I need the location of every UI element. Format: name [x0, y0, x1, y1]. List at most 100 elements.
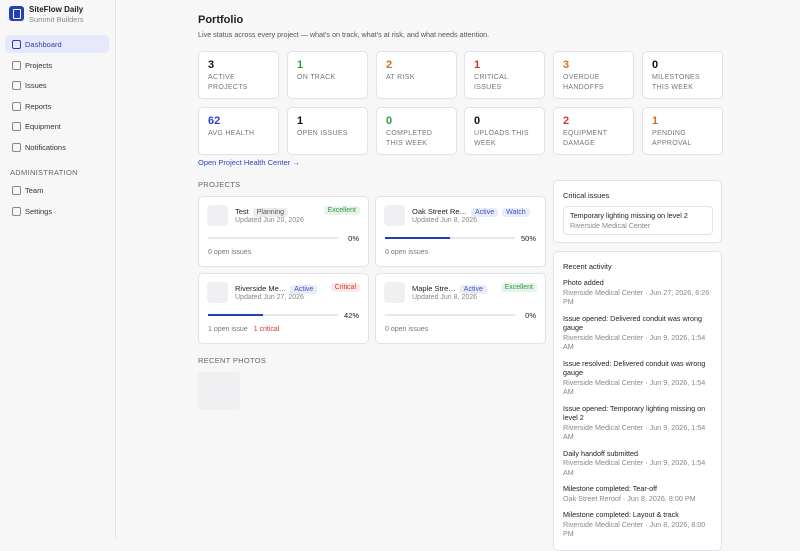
stat-card: 0 COMPLETED THIS WEEK — [376, 107, 457, 155]
project-name: Test — [235, 207, 249, 216]
critical-issue[interactable]: Temporary lighting missing on level 2 Riv… — [563, 206, 713, 235]
stat-card: 1 ON TRACK — [287, 51, 368, 99]
activity-meta: Riverside Medical Center · Jun 27, 2026,… — [563, 287, 710, 307]
activity-title: Photo added — [563, 278, 604, 287]
stat-label: ACTIVE PROJECTS — [208, 74, 248, 91]
stat-label: COMPLETED THIS WEEK — [386, 130, 433, 147]
section-heading: RECENT PHOTOS — [198, 356, 267, 365]
stat-value: 1 — [297, 115, 304, 127]
stat-card: 3 ACTIVE PROJECTS — [198, 51, 279, 99]
issue-count: 0 open issues — [208, 249, 251, 256]
stat-value: 2 — [563, 115, 570, 127]
health-link[interactable]: Open Project Health Center → — [198, 158, 300, 167]
photo-thumb[interactable] — [198, 372, 240, 410]
nav-item[interactable]: Settings — [5, 202, 109, 220]
stat-label: MILESTONES THIS WEEK — [652, 74, 700, 91]
open-issues: 0 open issues — [385, 249, 429, 256]
stat-card: 0 UPLOADS THIS WEEK — [464, 107, 545, 155]
card-title: Critical issues — [563, 191, 610, 200]
stat-card: 3 OVERDUE HANDOFFS — [553, 51, 634, 99]
project-name: Maple Stre… — [412, 284, 456, 293]
nav-item[interactable]: Issues — [5, 76, 109, 94]
critical-issues-card: Critical issues Temporary lighting missi… — [553, 180, 722, 243]
issue-count: 1 open issue 1 critical — [208, 326, 279, 333]
activity-meta: Riverside Medical Center · Jun 8, 2026, … — [563, 519, 706, 539]
activity-meta: Riverside Medical Center · Jun 9, 2026, … — [563, 377, 706, 397]
nav-item[interactable]: Projects — [5, 56, 109, 74]
activity-meta: Riverside Medical Center · Jun 9, 2026, … — [563, 332, 706, 352]
activity-title: Issue resolved: Delivered conduit was wr… — [563, 358, 706, 378]
page: SiteFlow Daily {"sidebar":{"app_name":"S… — [0, 0, 723, 551]
stat-card: 2 AT RISK — [376, 51, 457, 99]
stat-value: 3 — [208, 59, 215, 71]
progress-label: 0% — [525, 311, 536, 320]
activity-item: Milestone completed: Layout & track River… — [563, 510, 713, 539]
progress-label: 50% — [520, 234, 536, 243]
stat-value: 3 — [563, 59, 570, 71]
project-card[interactable]: Maple Stre… Active Excellent Updated Jun 8,… — [375, 273, 546, 344]
nav-item[interactable]: Notifications — [5, 138, 109, 156]
updated-date: Updated Jun 8, 2026 — [412, 294, 477, 301]
project-name-row: Oak Street Re… Active Watch — [412, 207, 530, 217]
page-body: SiteFlow Daily Summit Builders ADMINISTR… — [0, 0, 723, 551]
issue-title: Temporary lighting missing on level 2 — [570, 211, 688, 220]
activity-meta: Riverside Medical Center · Jun 9, 2026, … — [563, 422, 706, 442]
status-badge: Watch — [502, 208, 530, 217]
stat-value: 1 — [474, 59, 481, 71]
progress-fill — [208, 314, 263, 316]
logo — [9, 6, 24, 21]
activity-title: Issue opened: Temporary lighting missing… — [563, 403, 706, 423]
activity-meta: Oak Street Reroof · Jun 8, 2026, 8:00 PM — [563, 493, 696, 503]
open-issues: 0 open issues — [208, 249, 252, 256]
progress-track — [208, 237, 338, 239]
activity-item: Daily handoff submitted Riverside Medical… — [563, 449, 713, 478]
project-card[interactable]: Test Planning Excellent Updated Jun 20, 202… — [198, 196, 369, 267]
progress-track — [385, 237, 515, 239]
health-badge: Critical — [330, 283, 360, 292]
org-name: Summit Builders — [29, 15, 84, 24]
issue-count: 0 open issues — [385, 249, 428, 256]
stat-label: PENDING APPROVAL — [652, 130, 692, 147]
stat-value: 0 — [474, 115, 481, 127]
stat-card: 1 CRITICAL ISSUES — [464, 51, 545, 99]
sidebar: SiteFlow Daily Summit Builders ADMINISTR… — [0, 0, 116, 538]
nav-item[interactable]: Equipment — [5, 117, 109, 135]
nav-item[interactable]: Dashboard — [5, 35, 109, 53]
status-badge: Active — [290, 285, 318, 294]
updated-date: Updated Jun 27, 2026 — [235, 294, 304, 301]
project-card[interactable]: Riverside Me… Active Critical Updated Jun 2… — [198, 273, 369, 344]
stat-value: 0 — [652, 59, 659, 71]
project-thumb — [207, 205, 228, 226]
page-title: Portfolio — [198, 14, 244, 26]
updated-date: Updated Jun 20, 2026 — [235, 217, 304, 224]
status-badge: Active — [459, 285, 487, 294]
activity-item: Issue opened: Temporary lighting missing… — [563, 404, 713, 442]
page-subtitle: Live status across every project — what'… — [198, 30, 490, 39]
status-badge: Planning — [252, 208, 289, 217]
activity-item: Milestone completed: Tear-off Oak Street … — [563, 484, 713, 503]
progress-track — [385, 314, 515, 316]
section-heading: ADMINISTRATION — [10, 168, 78, 177]
stat-value: 1 — [297, 59, 304, 71]
stat-label: OVERDUE HANDOFFS — [563, 74, 604, 91]
stat-card: 1 PENDING APPROVAL — [642, 107, 723, 155]
nav-item[interactable]: Team — [5, 181, 109, 199]
progress-label: 0% — [348, 234, 359, 243]
progress-track — [208, 314, 338, 316]
activity-title: Milestone completed: Layout & track — [563, 510, 679, 519]
project-name-row: Riverside Me… Active — [235, 284, 318, 294]
nav-item[interactable]: Reports — [5, 97, 109, 115]
activity-card: Recent activity Photo added Riverside Med… — [553, 251, 722, 551]
stat-label: CRITICAL ISSUES — [474, 74, 509, 91]
project-name: Oak Street Re… — [412, 207, 468, 216]
project-thumb — [384, 282, 405, 303]
activity-meta: Riverside Medical Center · Jun 9, 2026, … — [563, 458, 706, 477]
activity-title: Issue opened: Delivered conduit was wron… — [563, 313, 703, 333]
stat-label: UPLOADS THIS WEEK — [474, 130, 529, 147]
health-badge: Excellent — [500, 283, 537, 292]
status-badge: Active — [471, 208, 499, 217]
open-issues: 0 open issues — [385, 326, 429, 333]
project-card[interactable]: Oak Street Re… Active Watch Updated Jun 8, … — [375, 196, 546, 267]
updated-date: Updated Jun 8, 2026 — [412, 217, 477, 224]
health-badge: Excellent — [323, 206, 360, 215]
